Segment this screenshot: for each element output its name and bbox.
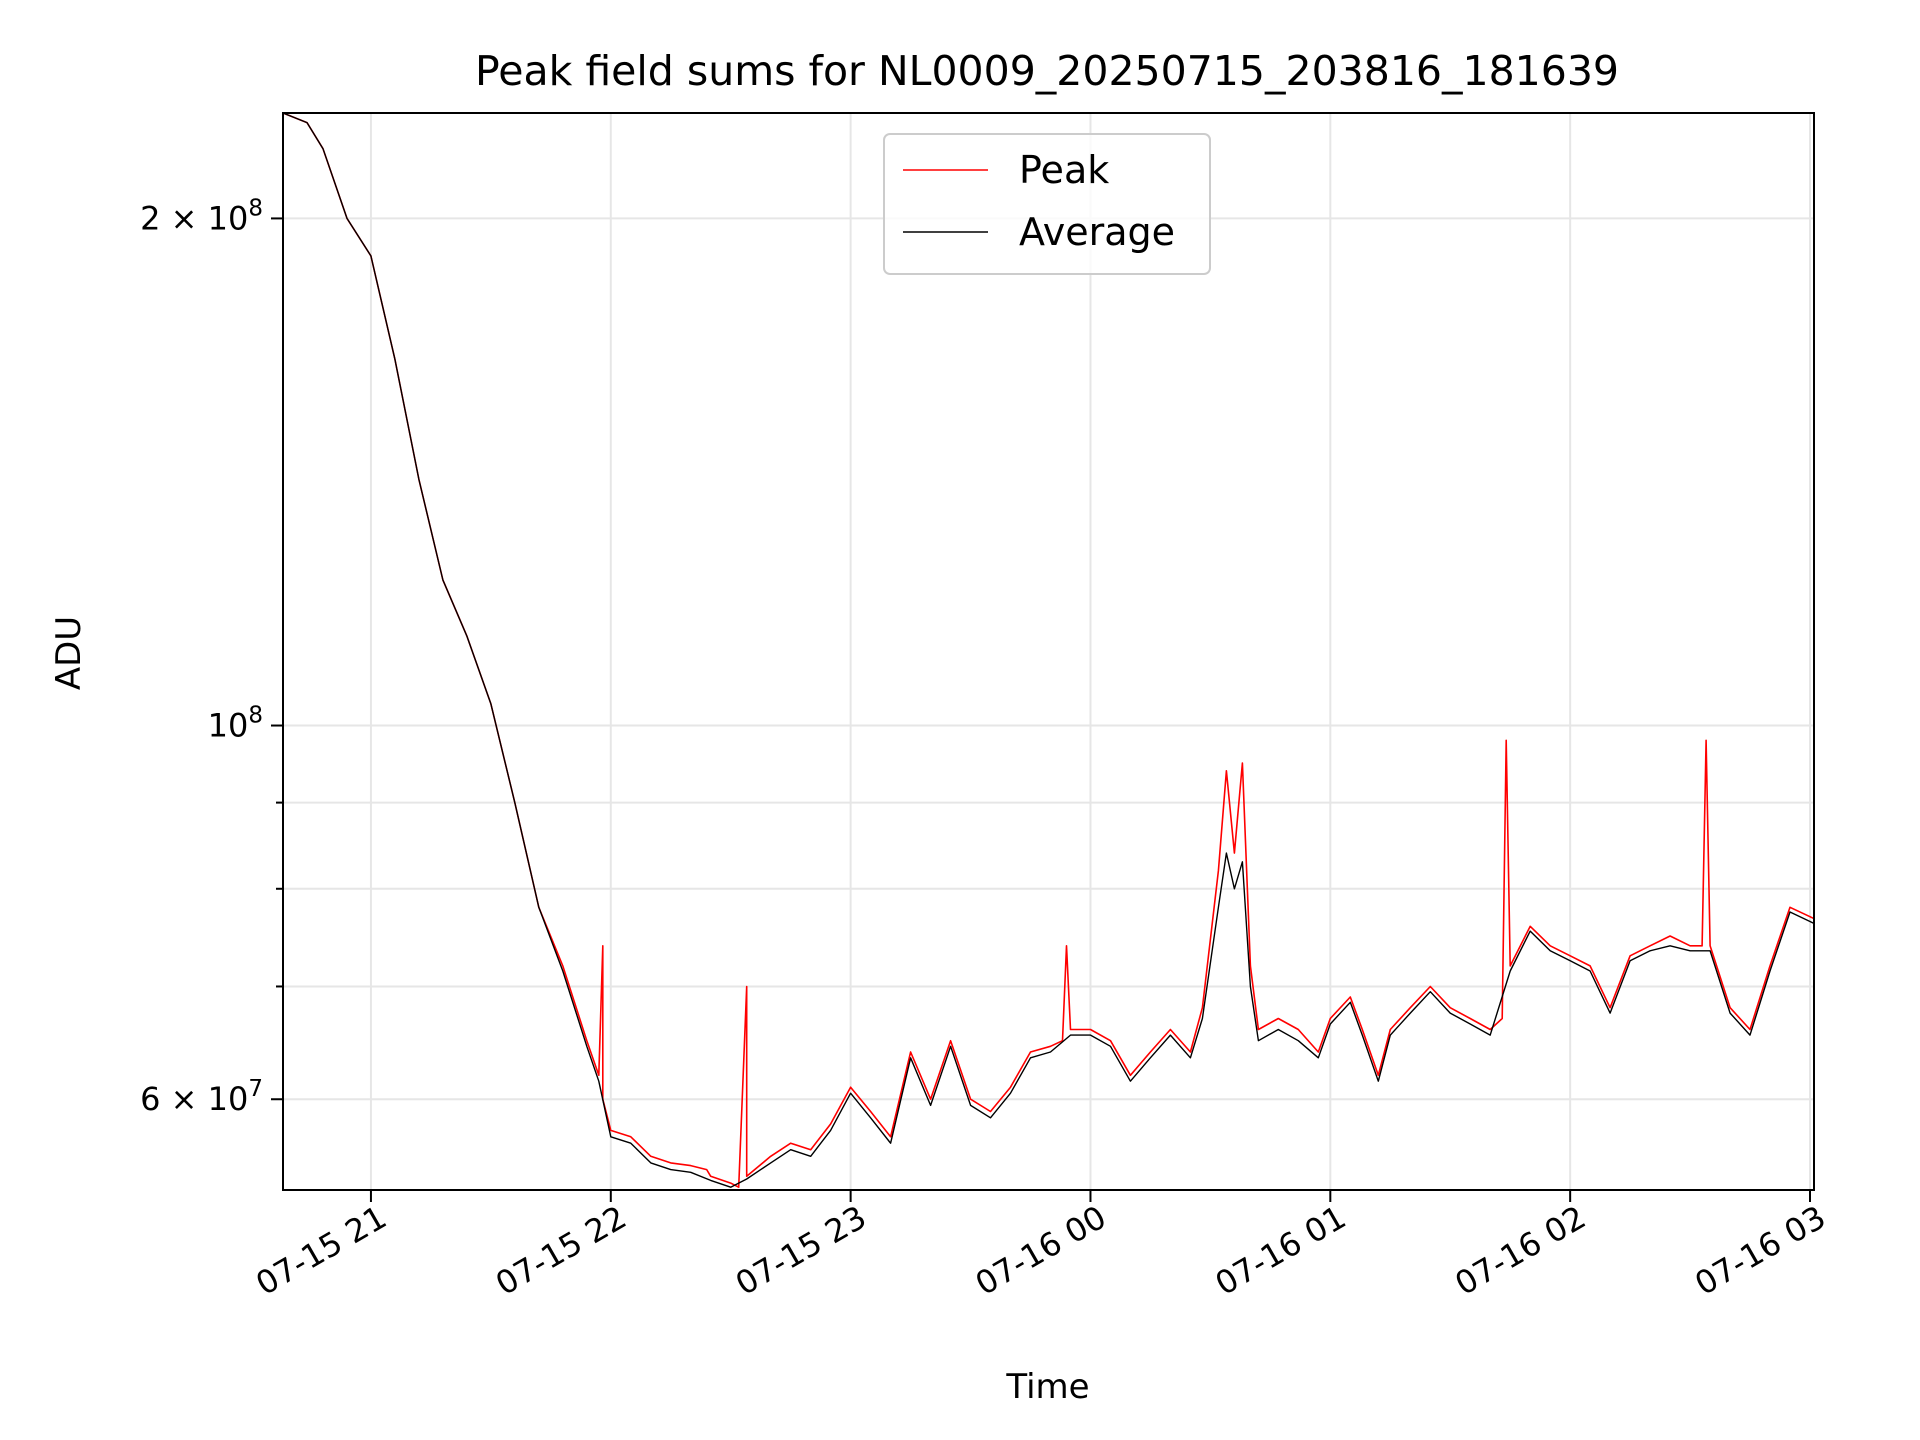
- x-axis-label: Time: [1005, 1367, 1089, 1407]
- y-axis: 6 × 107 108 2 × 108: [140, 195, 283, 1118]
- chart-title: Peak field sums for NL0009_20250715_2038…: [475, 47, 1619, 95]
- legend-average-label: Average: [1019, 210, 1175, 254]
- y-tick-label: 108: [208, 703, 263, 745]
- y-axis-label: ADU: [49, 616, 89, 690]
- y-tick-label: 6 × 107: [140, 1076, 263, 1118]
- plot-series: [283, 113, 1814, 1188]
- plot-frame: [282, 112, 1815, 1191]
- y-tick-label: 2 × 108: [140, 195, 263, 237]
- series-line-peak: [283, 113, 1814, 1188]
- legend-peak-label: Peak: [1019, 148, 1109, 192]
- series-line-average: [283, 113, 1814, 1188]
- legend: Peak Average: [883, 133, 1211, 275]
- legend-frame: [883, 133, 1211, 275]
